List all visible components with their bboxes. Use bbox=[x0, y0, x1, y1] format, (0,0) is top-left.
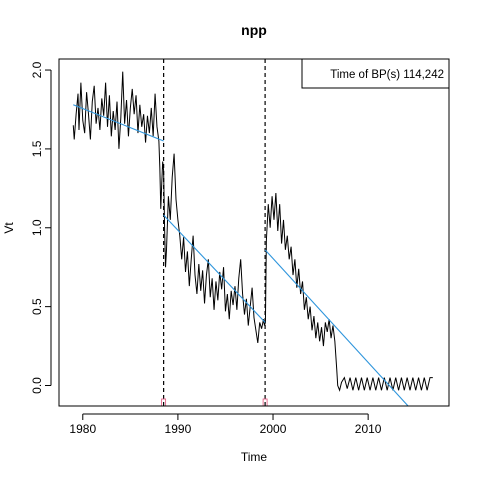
x-tick-label: 2010 bbox=[355, 422, 382, 436]
x-tick-label: 1980 bbox=[69, 422, 96, 436]
y-tick-label: 2.0 bbox=[30, 61, 44, 78]
y-axis-label: Vt bbox=[2, 222, 16, 234]
x-tick-label: 2000 bbox=[260, 422, 287, 436]
y-tick-label: 0.0 bbox=[30, 377, 44, 394]
x-axis-label: Time bbox=[241, 450, 268, 464]
y-tick-label: 1.5 bbox=[30, 140, 44, 157]
y-tick-label: 0.5 bbox=[30, 298, 44, 315]
x-tick-label: 1990 bbox=[165, 422, 192, 436]
y-tick-label: 1.0 bbox=[30, 219, 44, 236]
chart-title: npp bbox=[241, 22, 267, 38]
legend-text: Time of BP(s) 114,242 bbox=[330, 69, 444, 81]
